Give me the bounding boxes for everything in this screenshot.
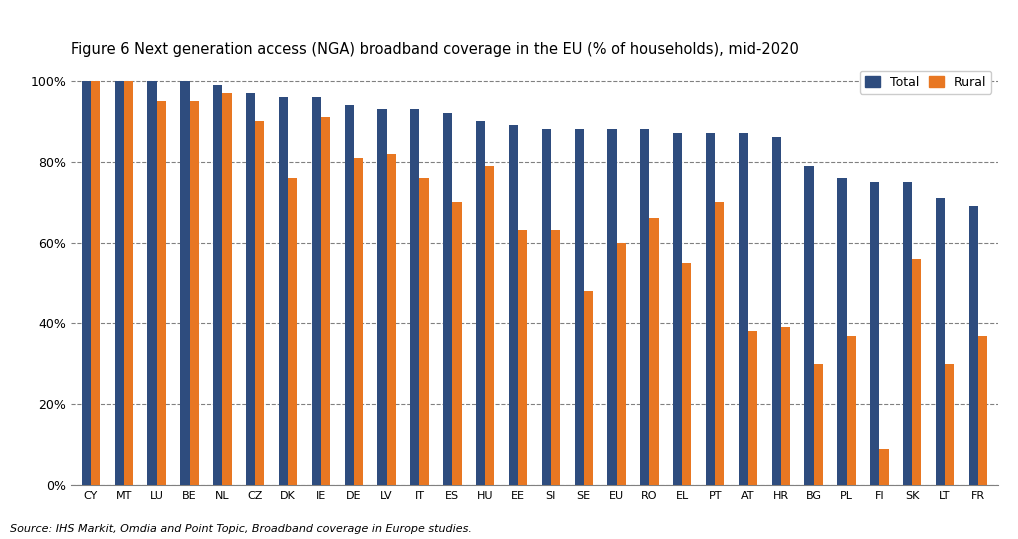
Bar xyxy=(945,364,954,485)
Bar xyxy=(705,134,715,485)
Bar xyxy=(321,118,330,485)
Bar xyxy=(551,231,560,485)
Bar xyxy=(509,125,518,485)
Bar xyxy=(715,202,725,485)
Bar xyxy=(279,97,288,485)
Bar xyxy=(387,154,396,485)
Bar xyxy=(157,101,166,485)
Text: Figure 6 Next generation access (NGA) broadband coverage in the EU (% of househo: Figure 6 Next generation access (NGA) br… xyxy=(71,42,799,57)
Bar xyxy=(739,134,748,485)
Bar xyxy=(813,364,823,485)
Bar xyxy=(148,81,157,485)
Bar xyxy=(649,218,659,485)
Bar xyxy=(781,327,790,485)
Bar xyxy=(378,109,387,485)
Bar xyxy=(180,81,189,485)
Bar xyxy=(312,97,321,485)
Bar xyxy=(419,178,429,485)
Bar xyxy=(880,448,889,485)
Bar xyxy=(486,166,495,485)
Bar xyxy=(617,243,626,485)
Bar xyxy=(640,129,649,485)
Bar xyxy=(748,331,757,485)
Bar xyxy=(772,137,781,485)
Bar xyxy=(213,85,222,485)
Bar xyxy=(838,178,847,485)
Bar xyxy=(443,113,452,485)
Bar xyxy=(574,129,583,485)
Bar xyxy=(583,291,592,485)
Bar xyxy=(91,81,100,485)
Bar xyxy=(222,93,231,485)
Bar xyxy=(288,178,297,485)
Bar xyxy=(410,109,419,485)
Bar xyxy=(912,259,921,485)
Bar xyxy=(518,231,527,485)
Bar xyxy=(608,129,617,485)
Bar xyxy=(256,121,265,485)
Bar xyxy=(936,198,945,485)
Bar xyxy=(978,335,987,485)
Bar xyxy=(673,134,682,485)
Bar xyxy=(476,121,486,485)
Bar xyxy=(870,182,880,485)
Bar xyxy=(246,93,256,485)
Bar xyxy=(452,202,461,485)
Bar xyxy=(115,81,124,485)
Bar xyxy=(354,158,363,485)
Bar xyxy=(542,129,551,485)
Bar xyxy=(124,81,133,485)
Bar xyxy=(847,335,856,485)
Bar xyxy=(344,105,354,485)
Bar xyxy=(969,206,978,485)
Text: Source: IHS Markit, Omdia and Point Topic, Broadband coverage in Europe studies.: Source: IHS Markit, Omdia and Point Topi… xyxy=(10,523,472,534)
Bar xyxy=(189,101,199,485)
Bar xyxy=(804,166,813,485)
Legend: Total, Rural: Total, Rural xyxy=(859,71,992,94)
Bar xyxy=(682,262,691,485)
Bar xyxy=(81,81,91,485)
Bar xyxy=(903,182,912,485)
